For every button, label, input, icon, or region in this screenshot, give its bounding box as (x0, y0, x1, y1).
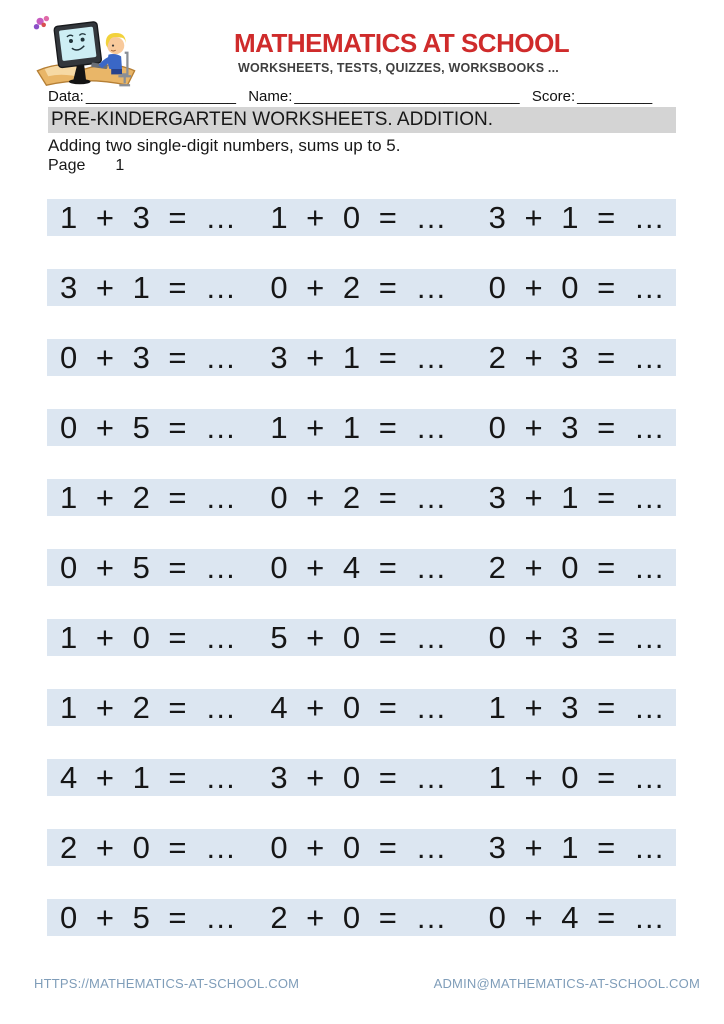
problem: 0 + 2 = … (270, 270, 447, 305)
problem: 0 + 5 = … (60, 550, 237, 585)
problem: 1 + 0 = … (270, 200, 447, 235)
problem: 4 + 1 = … (60, 760, 237, 795)
problems-list: 1 + 3 = … 1 + 0 = … 3 + 1 = … 3 + 1 = … … (47, 199, 676, 969)
kid-at-computer-logo (33, 15, 136, 87)
problem: 0 + 4 = … (488, 900, 665, 935)
problem: 0 + 5 = … (60, 410, 237, 445)
problem-row: 3 + 1 = … 0 + 2 = … 0 + 0 = … (47, 269, 676, 306)
score-label: Score: (531, 88, 576, 105)
score-blank-line: _________ (577, 88, 653, 105)
problem: 0 + 4 = … (270, 550, 447, 585)
page-title: MATHEMATICS AT SCHOOL (234, 28, 570, 58)
problem: 0 + 3 = … (488, 620, 665, 655)
info-line: Data: __________________ Name: ___________… (48, 88, 688, 105)
page-number: 1 (115, 157, 125, 174)
name-blank-line: ___________________________ (294, 88, 520, 105)
problem-row: 1 + 3 = … 1 + 0 = … 3 + 1 = … (47, 199, 676, 236)
problem: 2 + 0 = … (488, 550, 665, 585)
section-banner: PRE-KINDERGARTEN WORKSHEETS. ADDITION. (48, 107, 676, 133)
problem-row: 4 + 1 = … 3 + 0 = … 1 + 0 = … (47, 759, 676, 796)
name-label: Name: (248, 88, 293, 105)
problem-row: 0 + 3 = … 3 + 1 = … 2 + 3 = … (47, 339, 676, 376)
problem: 5 + 0 = … (270, 620, 447, 655)
problem: 3 + 0 = … (270, 760, 447, 795)
problem: 0 + 2 = … (270, 480, 447, 515)
data-blank-line: __________________ (85, 88, 237, 105)
problem: 0 + 5 = … (60, 900, 237, 935)
problem-row: 1 + 2 = … 4 + 0 = … 1 + 3 = … (47, 689, 676, 726)
problem: 0 + 3 = … (60, 340, 237, 375)
problem: 0 + 0 = … (488, 270, 665, 305)
problem: 3 + 1 = … (488, 830, 665, 865)
problem-row: 0 + 5 = … 2 + 0 = … 0 + 4 = … (47, 899, 676, 936)
problem-row: 1 + 0 = … 5 + 0 = … 0 + 3 = … (47, 619, 676, 656)
problem: 0 + 0 = … (270, 830, 447, 865)
problem: 1 + 2 = … (60, 690, 237, 725)
problem: 3 + 1 = … (60, 270, 237, 305)
problem-row: 2 + 0 = … 0 + 0 = … 3 + 1 = … (47, 829, 676, 866)
problem: 3 + 1 = … (488, 480, 665, 515)
page-subtitle: WORKSHEETS, TESTS, QUIZZES, WORKSBOOKS .… (238, 61, 559, 75)
section-description: Adding two single-digit numbers, sums up… (48, 136, 401, 155)
problem: 1 + 0 = … (60, 620, 237, 655)
footer-email: ADMIN@MATHEMATICS-AT-SCHOOL.COM (433, 976, 700, 991)
problem: 1 + 0 = … (488, 760, 665, 795)
problem: 1 + 1 = … (270, 410, 447, 445)
problem: 1 + 2 = … (60, 480, 237, 515)
problem: 1 + 3 = … (60, 200, 237, 235)
problem: 2 + 0 = … (60, 830, 237, 865)
problem: 3 + 1 = … (270, 340, 447, 375)
data-label: Data: (48, 88, 84, 105)
problem: 3 + 1 = … (488, 200, 665, 235)
problem: 0 + 3 = … (488, 410, 665, 445)
footer-website: HTTPS://MATHEMATICS-AT-SCHOOL.COM (34, 976, 300, 991)
problem-row: 0 + 5 = … 0 + 4 = … 2 + 0 = … (47, 549, 676, 586)
problem: 1 + 3 = … (488, 690, 665, 725)
problem: 2 + 3 = … (488, 340, 665, 375)
problem-row: 0 + 5 = … 1 + 1 = … 0 + 3 = … (47, 409, 676, 446)
problem: 2 + 0 = … (270, 900, 447, 935)
page-label: Page (48, 157, 86, 174)
problem: 4 + 0 = … (270, 690, 447, 725)
page-footer: HTTPS://MATHEMATICS-AT-SCHOOL.COM ADMIN@… (34, 976, 700, 991)
page-number-line: Page 1 (48, 157, 124, 175)
problem-row: 1 + 2 = … 0 + 2 = … 3 + 1 = … (47, 479, 676, 516)
